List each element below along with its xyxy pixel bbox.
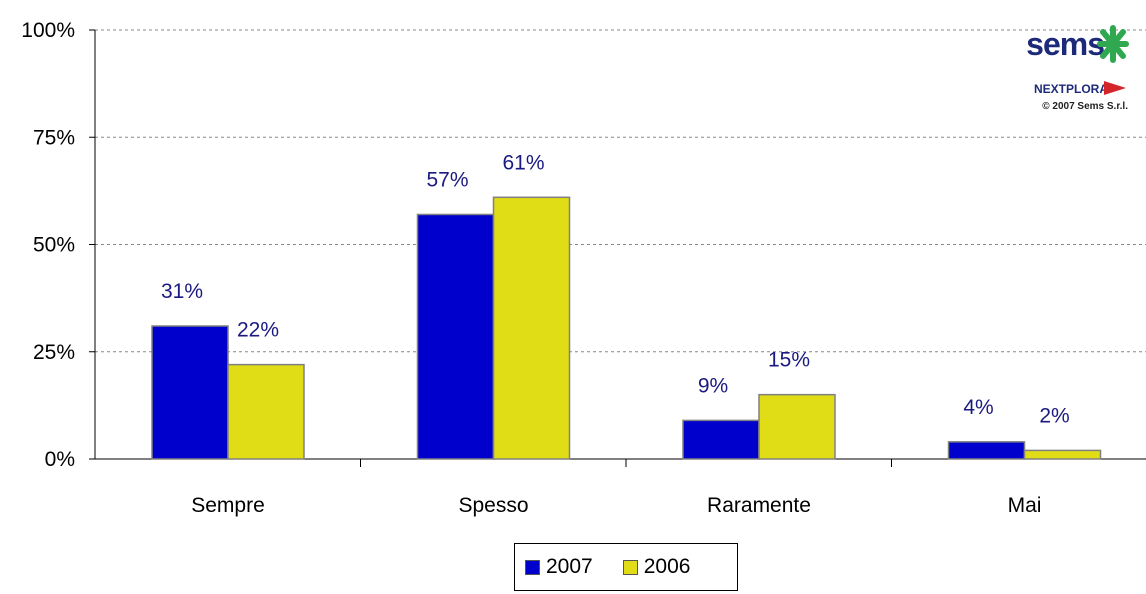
logo-subbrand: NEXTPLORA bbox=[1033, 82, 1108, 96]
category-label: Sempre bbox=[191, 494, 265, 517]
y-tick-label: 25% bbox=[33, 341, 75, 364]
legend-label-2007: 2007 bbox=[546, 555, 593, 578]
logo-copyright: © 2007 Sems S.r.l. bbox=[1042, 101, 1128, 112]
data-label: 31% bbox=[161, 280, 203, 303]
y-tick-label: 50% bbox=[33, 234, 75, 257]
logo-star-icon bbox=[1097, 25, 1129, 63]
logo-brand: sems bbox=[1026, 26, 1105, 62]
bar-2006-Sempre bbox=[227, 363, 305, 460]
category-label: Raramente bbox=[707, 494, 811, 517]
legend-item-2007: 2007 bbox=[525, 555, 593, 579]
legend-swatch-2006 bbox=[622, 559, 638, 575]
y-tick-label: 100% bbox=[21, 19, 75, 42]
bar-2006-Spesso bbox=[492, 196, 571, 460]
logo-flag-icon bbox=[1104, 81, 1126, 95]
category-label: Spesso bbox=[458, 494, 528, 517]
y-tick-label: 75% bbox=[33, 126, 75, 149]
data-label: 61% bbox=[502, 151, 544, 174]
y-tick-label: 0% bbox=[45, 448, 75, 471]
bar-2006-Mai bbox=[1023, 449, 1102, 460]
category-label: Mai bbox=[1008, 494, 1042, 517]
legend-label-2006: 2006 bbox=[643, 555, 691, 578]
data-label: 22% bbox=[237, 319, 279, 342]
legend-swatch-2007 bbox=[525, 559, 540, 575]
data-label: 57% bbox=[426, 168, 468, 191]
data-label: 4% bbox=[963, 396, 993, 419]
bar-2006-Raramente bbox=[758, 393, 836, 460]
data-label: 2% bbox=[1039, 404, 1069, 427]
bar-2007-Sempre bbox=[151, 325, 229, 460]
sems-logo: sems NEXTPLORA © 2007 Sems S.r.l. bbox=[986, 22, 1134, 122]
bar-2007-Spesso bbox=[416, 213, 495, 460]
bar-2007-Raramente bbox=[682, 419, 760, 460]
legend: 2007 2006 bbox=[514, 543, 738, 591]
bar-2007-Mai bbox=[947, 441, 1026, 460]
legend-item-2006: 2006 bbox=[622, 555, 691, 579]
data-label: 15% bbox=[768, 349, 810, 372]
data-label: 9% bbox=[698, 374, 728, 397]
